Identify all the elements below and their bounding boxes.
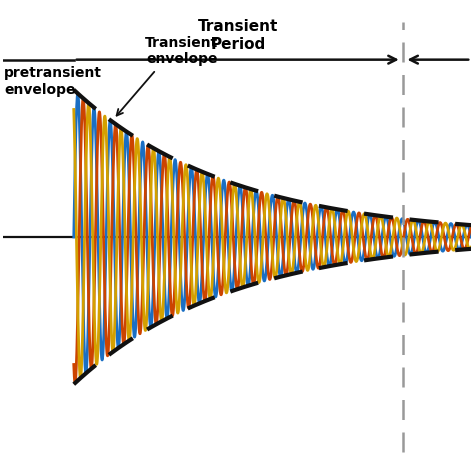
Text: Transient
envelope: Transient envelope xyxy=(145,36,218,66)
Text: pretransient
envelope: pretransient envelope xyxy=(4,66,102,97)
Text: Transient
Period: Transient Period xyxy=(198,19,279,52)
